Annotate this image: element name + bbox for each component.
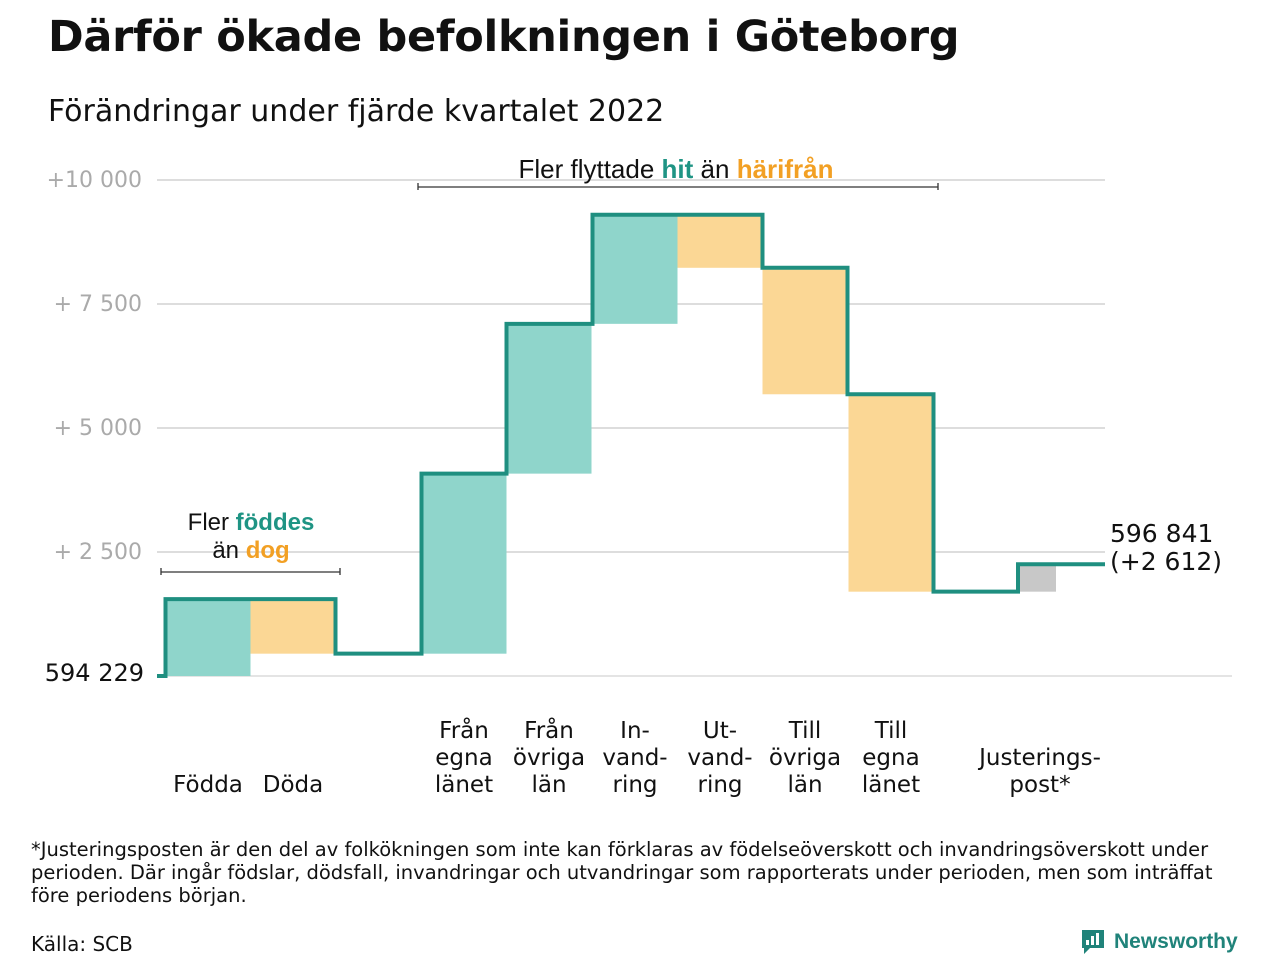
end-change-label: (+2 612) <box>1110 547 1222 576</box>
category-label: övriga <box>769 745 841 771</box>
brand-logo[interactable]: Newsworthy <box>1080 928 1238 956</box>
category-label: Justerings- <box>977 745 1101 771</box>
chart-subtitle: Förändringar under fjärde kvartalet 2022 <box>48 94 665 129</box>
bar-in <box>592 214 678 324</box>
category-label: ring <box>697 772 742 798</box>
baseline-value-label: 594 229 <box>45 659 144 687</box>
category-label: Från <box>439 716 489 744</box>
y-tick-label: + 2 500 <box>54 540 142 565</box>
births-annotation-line1: Fler föddes <box>188 509 315 536</box>
category-label: Födda <box>173 772 243 798</box>
y-tick-label: + 7 500 <box>54 292 142 317</box>
category-label: Döda <box>263 772 323 798</box>
source-label: Källa: SCB <box>31 932 133 956</box>
bar-in <box>165 599 251 676</box>
bar-in <box>506 323 592 474</box>
category-label: In- <box>620 718 650 744</box>
category-label: ring <box>612 772 657 798</box>
category-label: Ut- <box>703 718 737 744</box>
category-label: övriga <box>513 745 585 771</box>
category-label: Till <box>874 718 908 744</box>
brand-name: Newsworthy <box>1114 930 1238 953</box>
category-label: post* <box>1009 772 1070 798</box>
footnote: *Justeringsposten är den del av folkökni… <box>31 838 1213 907</box>
bar-out <box>762 267 848 395</box>
bar-in <box>421 473 507 654</box>
y-tick-label: +10 000 <box>47 168 142 193</box>
migration-annotation: Fler flyttade hit än härifrån <box>417 154 939 190</box>
category-label: egna <box>435 745 492 771</box>
waterfall-chart: +10 000 + 7 500 + 5 000 + 2 500 594 229 596 8… <box>45 154 1232 798</box>
category-label: vand- <box>602 745 667 771</box>
migration-bracket <box>417 183 939 190</box>
category-label: vand- <box>687 745 752 771</box>
category-label: Till <box>788 718 822 744</box>
cumulative-step-line <box>157 212 1105 678</box>
bar-adjust <box>1018 564 1056 592</box>
y-tick-label: + 5 000 <box>54 416 142 441</box>
births-annotation-line2: än dog <box>212 537 289 564</box>
births-bracket <box>160 568 341 575</box>
migration-annotation-text: Fler flyttade hit än härifrån <box>518 154 833 184</box>
category-label: Från <box>524 716 574 744</box>
category-label: egna <box>862 745 919 771</box>
bar-out <box>848 394 934 592</box>
end-value-label: 596 841 <box>1110 519 1213 548</box>
bar-out <box>250 599 336 654</box>
bar-out <box>677 214 763 268</box>
category-label: län <box>531 772 566 798</box>
newsworthy-logo-icon <box>1082 930 1104 954</box>
category-label: länet <box>435 772 493 798</box>
category-label: länet <box>862 772 920 798</box>
chart-title: Därför ökade befolkningen i Göteborg <box>48 12 960 62</box>
category-label: län <box>787 772 822 798</box>
